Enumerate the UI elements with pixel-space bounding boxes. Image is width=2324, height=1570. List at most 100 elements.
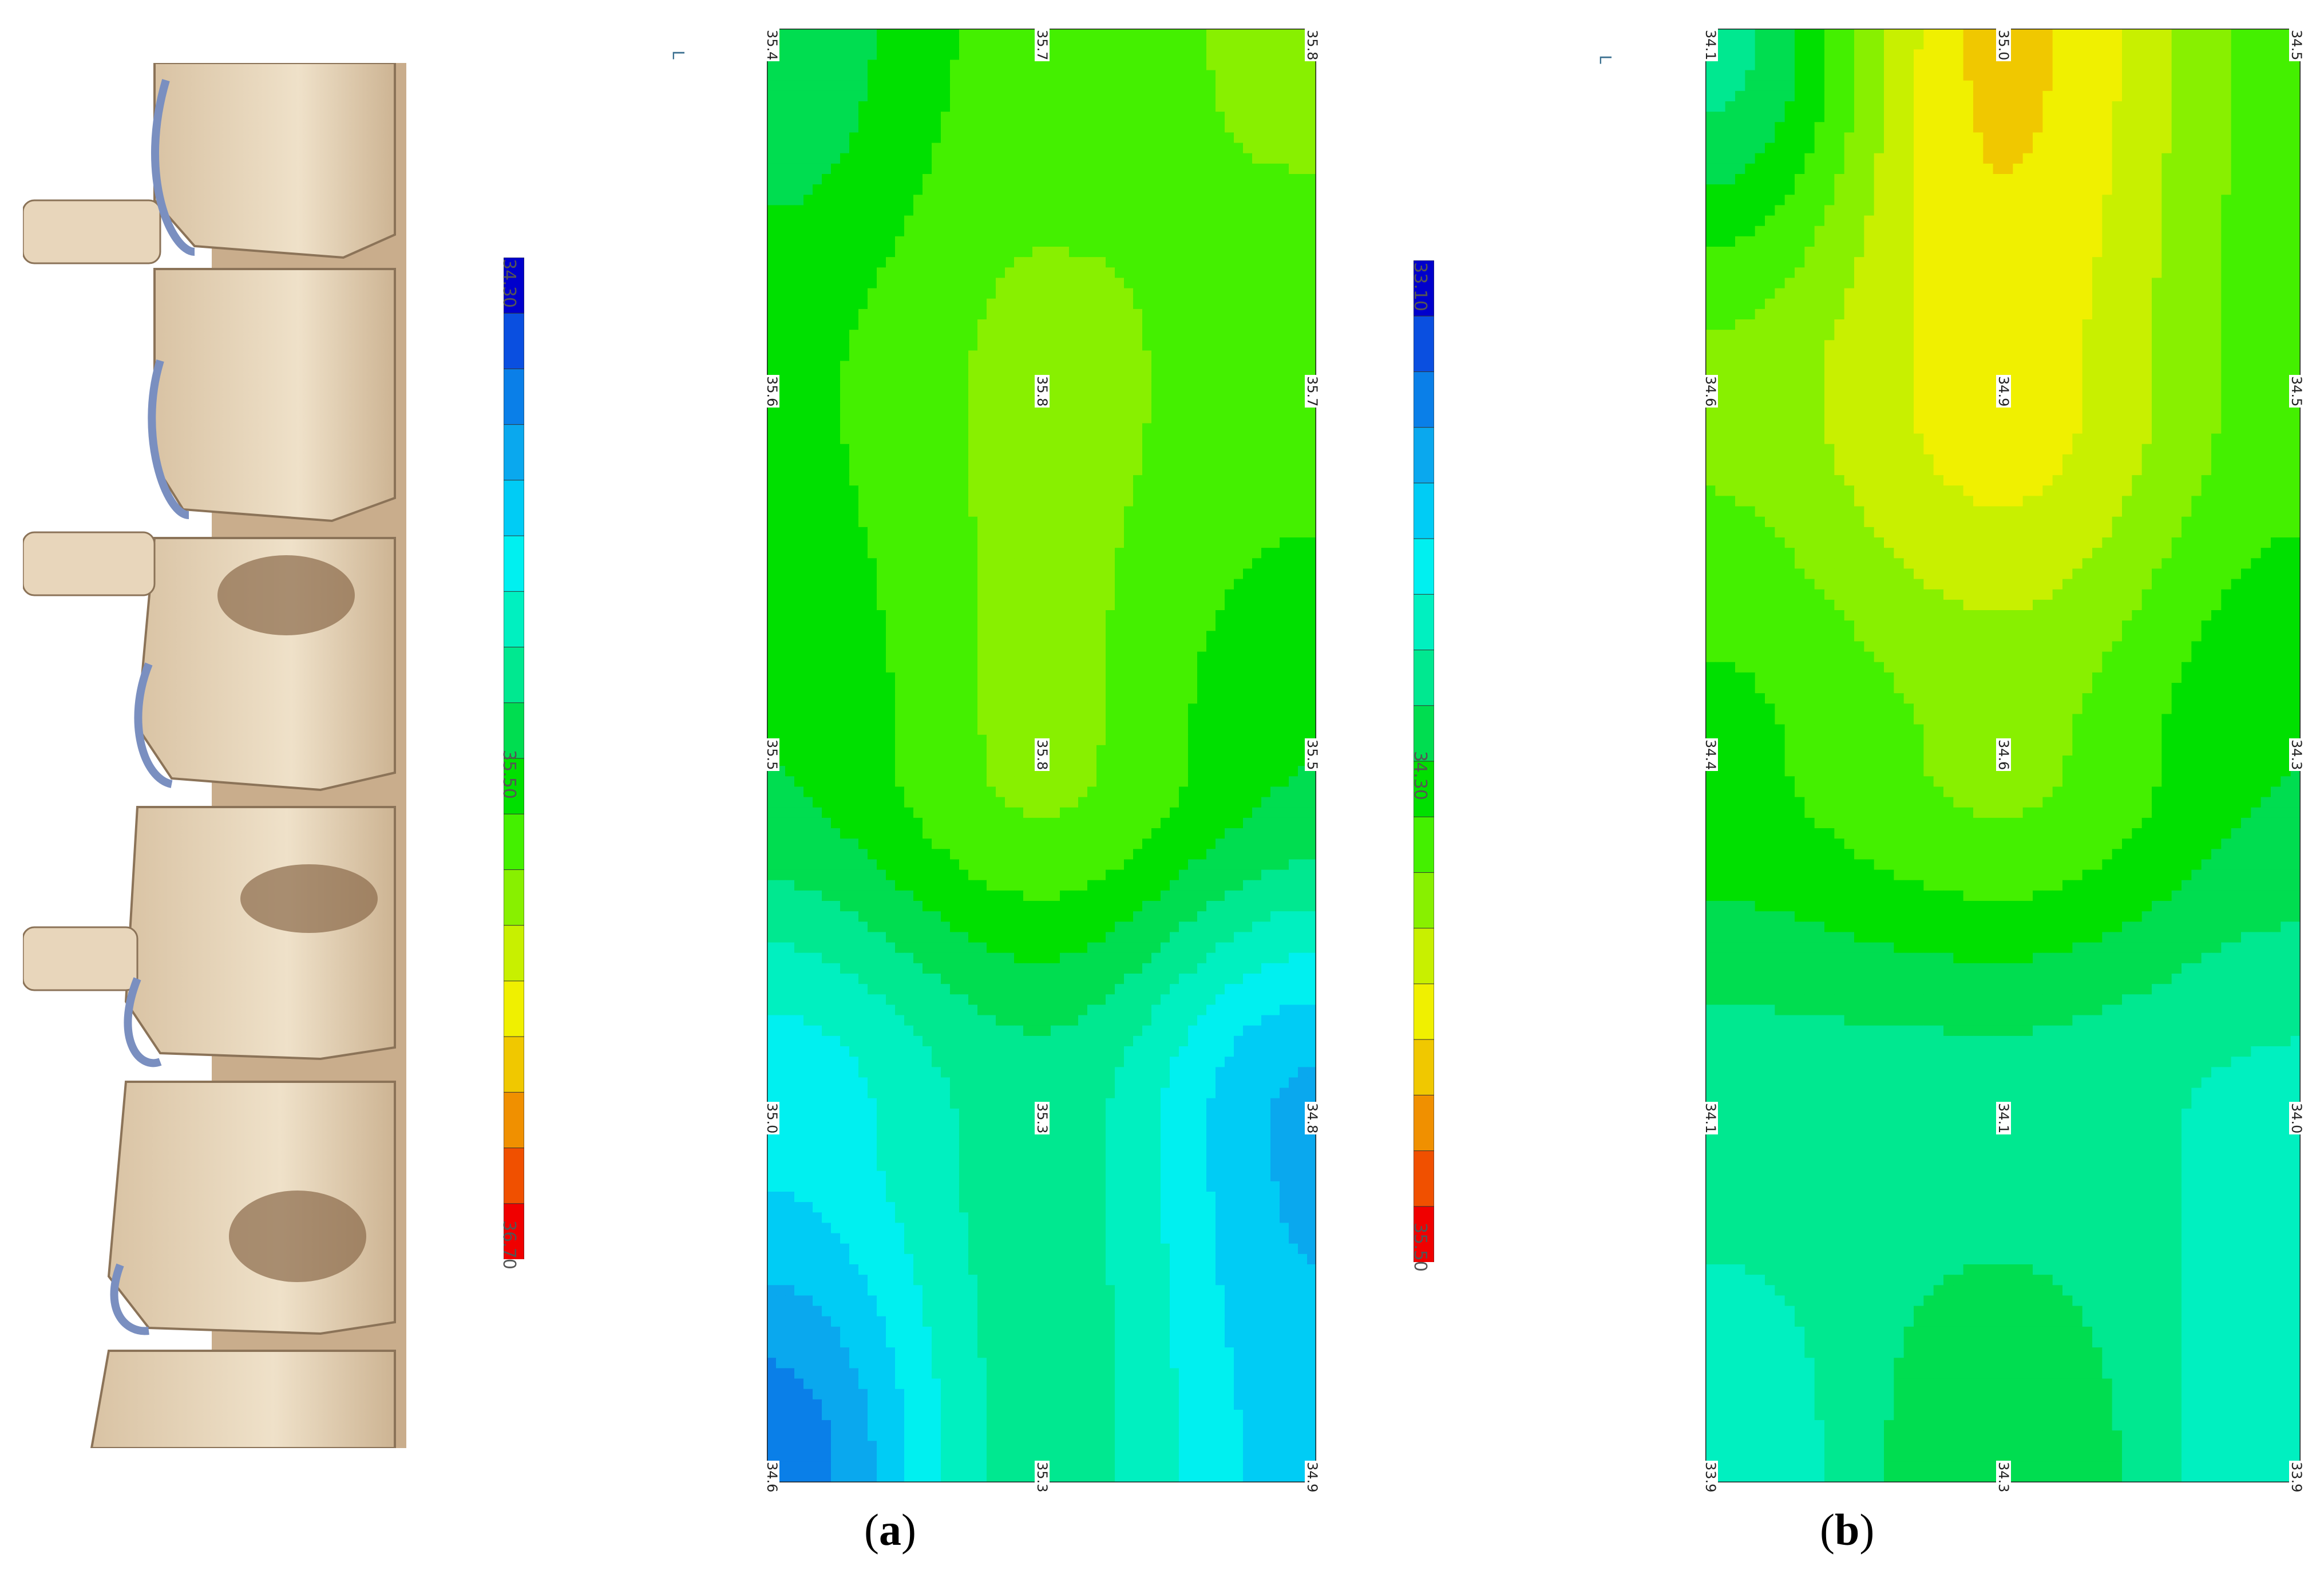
plot-a-cell xyxy=(932,620,941,631)
plot-a-cell xyxy=(1032,205,1042,216)
plot-a-cell xyxy=(1069,465,1079,476)
plot-a-cell xyxy=(1133,184,1143,195)
plot-a-cell xyxy=(794,195,804,206)
plot-a-cell xyxy=(1096,703,1106,715)
plot-a-cell xyxy=(877,714,886,725)
plot-a-cell xyxy=(1115,80,1125,92)
plot-a-cell xyxy=(1142,651,1152,663)
plot-a-cell xyxy=(785,849,795,860)
plot-a-cell xyxy=(923,423,932,434)
plot-a-cell xyxy=(803,641,813,652)
plot-a-cell xyxy=(1078,817,1088,829)
plot-a-cell xyxy=(822,527,832,538)
plot-a-cell xyxy=(822,589,832,600)
plot-a-cell xyxy=(904,454,914,465)
plot-a-cell xyxy=(1289,745,1298,756)
plot-a-cell xyxy=(1115,319,1125,330)
plot-a-cell xyxy=(1005,60,1015,71)
plot-a-cell xyxy=(1179,444,1189,455)
plot-a-cell xyxy=(1234,651,1244,663)
plot-a-cell xyxy=(1133,226,1143,237)
plot-a-cell xyxy=(1298,786,1308,798)
plot-a-cell xyxy=(1078,776,1088,788)
plot-a-cell xyxy=(1179,267,1189,279)
plot-a-cell xyxy=(886,558,896,570)
plot-a-cell xyxy=(1298,112,1308,122)
plot-a-cell xyxy=(1151,319,1161,330)
plot-a-cell xyxy=(776,132,786,144)
plot-a-cell xyxy=(794,392,804,403)
plot-a-cell xyxy=(1225,869,1234,881)
plot-a-cell xyxy=(1289,371,1298,382)
plot-a-cell xyxy=(776,537,786,548)
plot-a-cell xyxy=(1188,662,1198,673)
plot-a-cell xyxy=(1252,29,1262,39)
plot-a-cell xyxy=(968,797,978,808)
plot-a-cell xyxy=(858,298,868,310)
plot-a-cell xyxy=(1188,236,1198,247)
plot-a-cell xyxy=(1005,153,1015,164)
plot-a-cell xyxy=(1014,786,1024,798)
plot-a-cell xyxy=(1170,413,1179,424)
plot-a-cell xyxy=(1179,485,1189,497)
plot-a-cell xyxy=(1087,174,1097,185)
plot-a-cell xyxy=(1023,247,1033,258)
plot-a-cell xyxy=(1133,537,1143,548)
plot-a-cell xyxy=(1042,205,1051,216)
plot-a-cell xyxy=(1188,309,1198,320)
plot-a-cell xyxy=(1289,413,1298,424)
plot-a-cell xyxy=(1096,683,1106,694)
plot-a-cell xyxy=(950,454,960,465)
plot-a-cell xyxy=(1096,734,1106,746)
plot-a-cell xyxy=(1096,361,1106,372)
plot-a-cell xyxy=(1060,371,1070,382)
plot-a-cell xyxy=(877,475,886,486)
plot-a-cell xyxy=(1206,817,1216,829)
plot-a-cell xyxy=(849,319,859,330)
plot-a-cell xyxy=(1280,70,1289,81)
plot-a-cell xyxy=(785,683,795,694)
plot-a-cell xyxy=(767,112,777,122)
plot-a-cell xyxy=(1005,143,1015,154)
plot-a-cell xyxy=(1206,506,1216,517)
plot-a-cell xyxy=(923,29,932,39)
plot-a-cell xyxy=(1096,786,1106,798)
plot-a-cell xyxy=(996,839,1005,849)
plot-a-cell xyxy=(987,599,996,611)
plot-a-cell xyxy=(1142,454,1152,465)
plot-a-cell xyxy=(923,215,932,227)
plot-a-cell xyxy=(1023,60,1033,71)
plot-a-cell xyxy=(886,444,896,455)
plot-a-cell xyxy=(977,60,987,71)
plot-a-cell xyxy=(1225,496,1234,507)
plot-a-cell xyxy=(1170,101,1179,112)
plot-a-cell xyxy=(1280,454,1289,465)
plot-a-cell xyxy=(868,724,877,735)
plot-a-cell xyxy=(1060,433,1070,445)
plot-a-cell xyxy=(1014,745,1024,756)
plot-a-cell xyxy=(1032,724,1042,735)
plot-a-cell xyxy=(868,153,877,164)
plot-a-cell xyxy=(1106,112,1115,122)
plot-a-cell xyxy=(868,568,877,580)
plot-a-cell xyxy=(950,267,960,279)
plot-a-cell xyxy=(932,631,941,642)
plot-a-cell xyxy=(1197,444,1207,455)
plot-a-cell xyxy=(1060,465,1070,476)
plot-a-cell xyxy=(1225,90,1234,102)
plot-a-cell xyxy=(1051,631,1060,642)
plot-a-cell xyxy=(785,527,795,538)
plot-a-cell xyxy=(794,381,804,393)
plot-a-cell xyxy=(813,776,822,788)
plot-a-cell xyxy=(1096,776,1106,788)
plot-a-cell xyxy=(1261,454,1271,465)
plot-a-cell xyxy=(803,724,813,735)
plot-a-cell xyxy=(1261,402,1271,413)
plot-a-cell xyxy=(1188,475,1198,486)
plot-a-cell xyxy=(794,589,804,600)
plot-a-cell xyxy=(1051,433,1060,445)
plot-a-cell xyxy=(941,724,951,735)
plot-a-cell xyxy=(1261,620,1271,631)
plot-a-cell xyxy=(822,143,832,154)
plot-a-cell xyxy=(868,465,877,476)
